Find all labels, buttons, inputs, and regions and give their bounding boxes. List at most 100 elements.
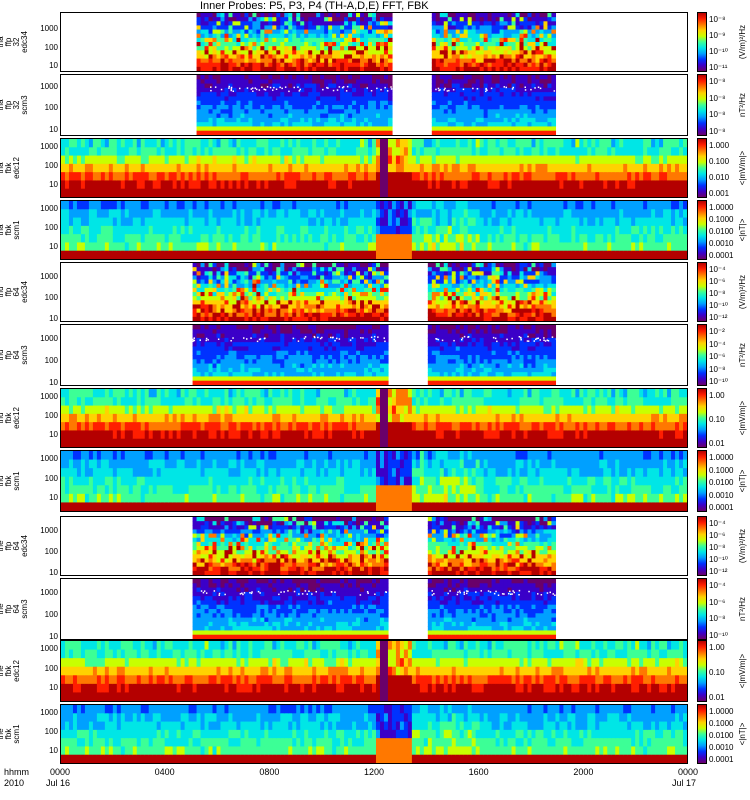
spectrogram-cell — [280, 209, 285, 219]
spectrogram-cell — [220, 279, 226, 285]
spectrogram-cell — [631, 234, 636, 244]
spectrogram-cell — [212, 242, 218, 252]
spectrogram-cell — [607, 163, 612, 173]
spectrogram-cell — [292, 279, 297, 285]
spectrogram-cell — [563, 209, 568, 219]
spectrogram-cell — [140, 217, 146, 227]
spectrogram-cell — [399, 147, 405, 157]
spectrogram-cell — [328, 105, 333, 110]
noise-dot — [250, 88, 253, 90]
spectrogram-cell — [375, 180, 381, 190]
spectrogram-cell — [136, 217, 142, 227]
spectrogram-cell — [204, 122, 210, 128]
spectrogram-cell — [236, 188, 242, 197]
spectrogram-cell — [192, 316, 198, 321]
spectrogram-cell — [320, 75, 325, 80]
spectrogram-cell — [252, 139, 257, 148]
spectrogram-cell — [499, 96, 505, 102]
spectrogram-cell — [284, 37, 289, 43]
spectrogram-cell — [372, 21, 377, 27]
spectrogram-cell — [523, 29, 529, 35]
spectrogram-cell — [511, 100, 517, 106]
y-tick-label: 100 — [44, 103, 58, 113]
spectrogram-cell — [236, 250, 242, 259]
spectrogram-cell — [495, 25, 501, 31]
spectrogram-cell — [220, 275, 226, 281]
spectrogram-cell — [364, 234, 369, 244]
spectrogram-cell — [591, 163, 596, 173]
spectrogram-cell — [208, 50, 214, 56]
spectrogram-cell — [344, 96, 349, 102]
spectrogram-cell — [248, 96, 253, 102]
spectrogram-cell — [232, 13, 238, 18]
spectrogram-cell — [455, 66, 461, 71]
spectrogram-cell — [272, 188, 277, 197]
spectrogram-cell — [224, 100, 230, 106]
spectrogram-cell — [332, 234, 337, 244]
colorbar-tick-label: 0.001 — [709, 189, 730, 198]
spectrogram-cell — [196, 126, 202, 132]
spectrogram-cell — [499, 62, 505, 68]
spectrogram-cell — [663, 201, 668, 210]
spectrogram-cell — [340, 234, 345, 244]
spectrogram-cell — [475, 54, 481, 60]
spectrogram-cell — [391, 172, 397, 182]
spectrogram-cell — [387, 29, 393, 35]
spectrogram-cell — [264, 122, 269, 128]
spectrogram-cell — [519, 29, 525, 35]
spectrogram-cell — [575, 180, 580, 190]
spectrogram-cell — [515, 242, 521, 252]
spectrogram-cell — [240, 113, 246, 119]
spectrogram-cell — [204, 37, 210, 43]
spectrogram-cell — [288, 62, 293, 68]
spectrogram-cell — [296, 292, 301, 297]
spectrogram-cell — [499, 25, 505, 31]
spectrogram-cell — [383, 29, 389, 35]
spectrogram-cell — [248, 100, 253, 106]
spectrogram-cell — [507, 46, 513, 51]
noise-dot — [230, 89, 232, 92]
spectrogram-cell — [308, 209, 313, 219]
spectrogram-cell — [607, 217, 612, 227]
spectrogram-cell — [272, 29, 277, 35]
spectrogram-cell — [647, 180, 652, 190]
spectrogram-cell — [651, 163, 656, 173]
spectrogram-cell — [483, 250, 489, 259]
spectrogram-cell — [160, 155, 166, 165]
spectrogram-cell — [280, 21, 285, 27]
spectrogram-cell — [523, 17, 529, 22]
spectrogram-cell — [487, 188, 493, 197]
spectrogram-cell — [64, 209, 70, 219]
spectrogram-cell — [308, 287, 313, 293]
spectrogram-cell — [475, 87, 481, 93]
spectrogram-cell — [288, 113, 293, 119]
spectrogram-cell — [200, 155, 206, 165]
spectrogram-cell — [340, 122, 345, 128]
spectrogram-cell — [631, 163, 636, 173]
spectrogram-cell — [523, 46, 529, 51]
spectrogram-cell — [463, 58, 469, 64]
spectrogram-cell — [551, 13, 557, 18]
spectrogram-cell — [300, 54, 305, 60]
spectrogram-cell — [435, 188, 441, 197]
spectrogram-cell — [435, 234, 441, 244]
spectrogram-cell — [308, 96, 313, 102]
spectrogram-cell — [627, 217, 632, 227]
spectrogram-cell — [527, 126, 533, 132]
spectrogram-cell — [495, 126, 501, 132]
spectrogram-cell — [216, 279, 222, 285]
spectrogram-cell — [671, 163, 676, 173]
spectrogram-cell — [132, 155, 138, 165]
spectrogram-cell — [216, 117, 222, 123]
spectrogram-cell — [260, 130, 265, 135]
spectrogram-cell — [439, 188, 445, 197]
spectrogram-cell — [304, 225, 309, 235]
spectrogram-cell — [411, 234, 417, 244]
spectrogram-cell — [260, 42, 265, 47]
spectrogram-cell — [328, 209, 333, 219]
spectrogram-cell — [495, 188, 501, 197]
spectrogram-cell — [447, 122, 453, 128]
spectrogram-cell — [348, 96, 353, 102]
spectrogram-cell — [547, 109, 553, 115]
spectrogram-cell — [431, 109, 437, 115]
